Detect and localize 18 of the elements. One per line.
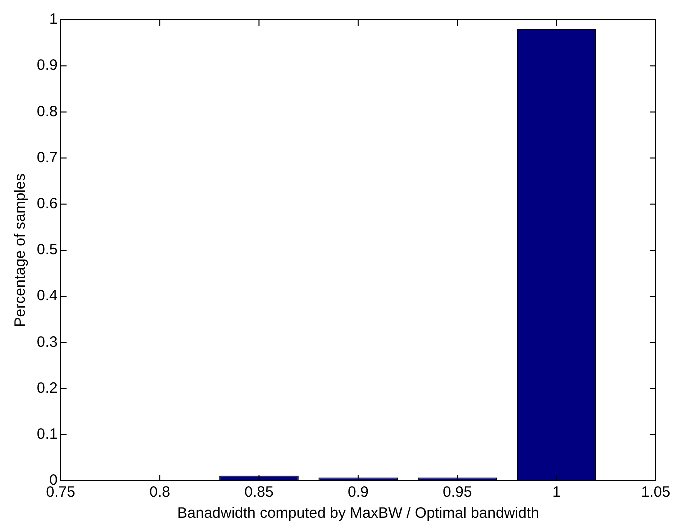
y-tick-label: 0.5 <box>36 242 58 259</box>
x-axis-title: Banadwidth computed by MaxBW / Optimal bandwidth <box>177 505 540 522</box>
y-tick-label: 0.2 <box>36 380 58 397</box>
x-tick-label: 1 <box>552 484 561 502</box>
x-tick-label: 0.8 <box>150 484 170 502</box>
y-tick-label: 0.9 <box>36 57 58 74</box>
y-tick-label: 0.4 <box>36 288 58 305</box>
x-tick-label: 0.85 <box>244 484 274 502</box>
x-tick-label: 1.05 <box>641 484 671 502</box>
y-tick-label: 0.3 <box>36 334 58 351</box>
x-tick-label: 0.9 <box>348 484 369 502</box>
y-tick-label: 0.8 <box>36 103 58 120</box>
y-tick-label: 0.6 <box>36 196 58 213</box>
x-tick-label: 0.95 <box>443 484 472 502</box>
y-tick-label: 0.1 <box>36 426 58 444</box>
y-tick-label: 1 <box>50 11 58 28</box>
y-axis-title: Percentage of samples <box>12 174 30 328</box>
y-tick-label: 0.7 <box>36 149 58 166</box>
